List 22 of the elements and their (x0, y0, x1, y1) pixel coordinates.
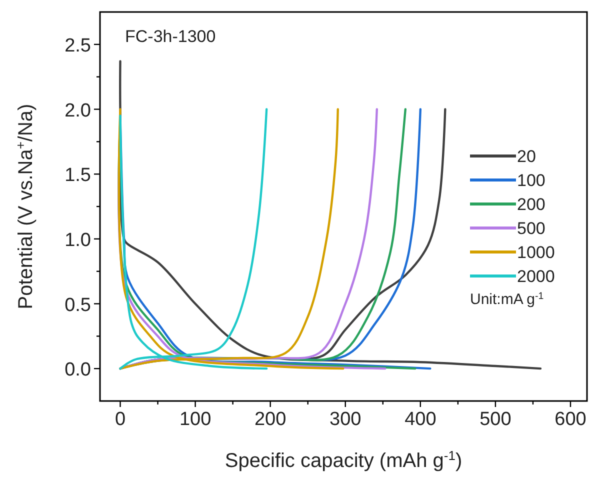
x-tick-label: 400 (404, 409, 436, 430)
legend-label: 500 (517, 219, 546, 238)
x-axis-title: Specific capacity (mAh g$^{-1}$) (224, 448, 462, 472)
y-tick-label: 1.0 (64, 230, 91, 251)
annotation: Unit:mA g$^{-1}$ (470, 290, 544, 308)
legend-label: 20 (517, 147, 536, 166)
legend-label: 100 (517, 171, 546, 190)
x-tick-label: 600 (554, 409, 586, 430)
x-tick-label: 0 (114, 409, 126, 430)
y-tick-label: 0.5 (64, 294, 91, 316)
y-tick-label: 2.5 (64, 35, 91, 56)
legend-label: 200 (517, 195, 546, 214)
x-tick-label: 200 (254, 409, 286, 430)
x-tick-label: 300 (330, 409, 362, 430)
x-tick-label: 100 (179, 409, 212, 430)
legend-label: 1000 (517, 243, 555, 262)
legend-label: 2000 (517, 267, 555, 286)
y-tick-label: 1.5 (64, 165, 91, 186)
y-tick-label: 0.0 (64, 360, 91, 381)
text: FC-3h-1300 (125, 27, 216, 46)
y-tick-label: 2.0 (64, 100, 91, 122)
x-tick-label: 500 (480, 409, 512, 430)
